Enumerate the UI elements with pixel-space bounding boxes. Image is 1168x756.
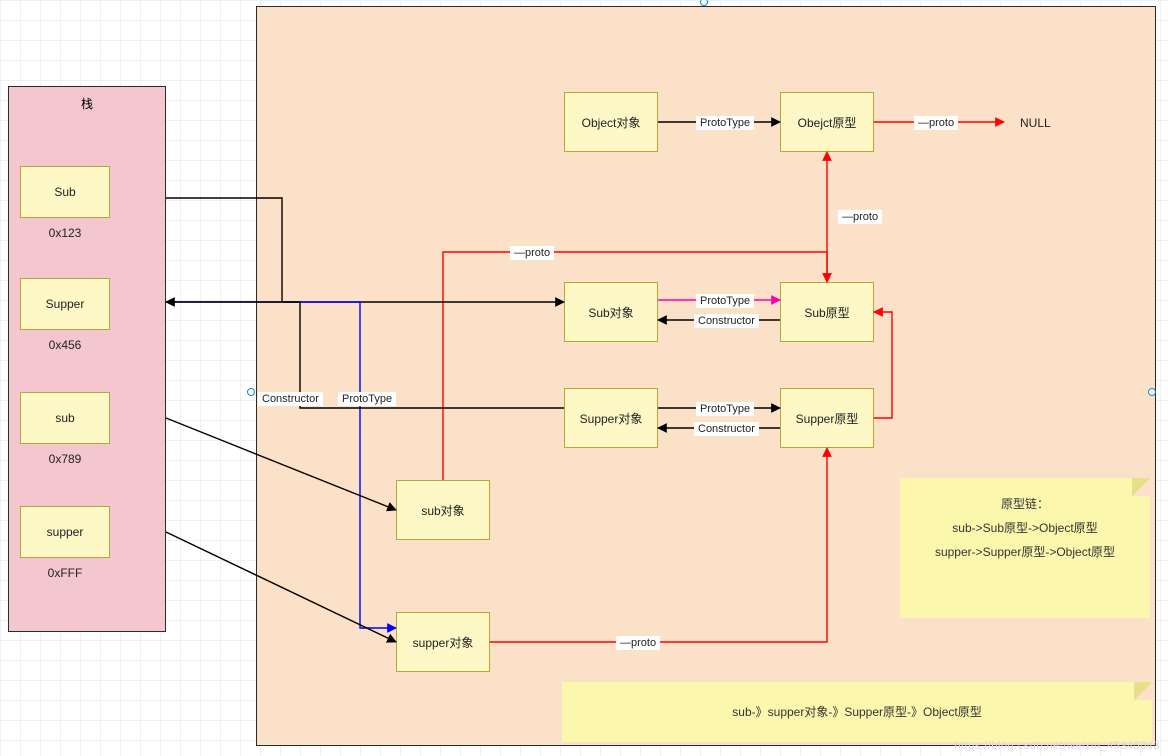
edge-label: ProtoType bbox=[696, 294, 754, 308]
note-prototype-chain[interactable]: 原型链： sub->Sub原型->Object原型 supper->Supper… bbox=[900, 478, 1150, 618]
note-line: sub-》supper对象-》Supper原型-》Object原型 bbox=[732, 700, 981, 724]
heap-node-object-obj[interactable]: Object对象 bbox=[564, 92, 658, 152]
node-label: Sub原型 bbox=[804, 304, 849, 321]
heap-node-sub-ctor[interactable]: Sub对象 bbox=[564, 282, 658, 342]
node-label: Supper对象 bbox=[580, 410, 643, 427]
diagram-canvas: 栈 Sub 0x123 Supper 0x456 sub 0x789 suppe… bbox=[0, 0, 1168, 756]
edge-label: —proto bbox=[510, 246, 554, 260]
stack-addr: 0x456 bbox=[20, 338, 110, 352]
node-label: Supper原型 bbox=[796, 410, 859, 427]
stack-node-supper-inst[interactable]: supper bbox=[20, 506, 110, 558]
node-label: sub对象 bbox=[421, 502, 464, 519]
edge-label: ProtoType bbox=[338, 392, 396, 406]
edge-label: —proto bbox=[616, 636, 660, 650]
heap-node-supper-proto[interactable]: Supper原型 bbox=[780, 388, 874, 448]
edge-label: Constructor bbox=[258, 392, 323, 406]
note-prototype-chain-2[interactable]: sub-》supper对象-》Supper原型-》Object原型 bbox=[562, 682, 1152, 742]
node-label: Obejct原型 bbox=[798, 114, 857, 131]
watermark: https://blog.csdn.net/weixin_45345043 bbox=[954, 740, 1160, 752]
note-line: supper->Supper原型->Object原型 bbox=[918, 540, 1132, 564]
heap-node-sub-proto[interactable]: Sub原型 bbox=[780, 282, 874, 342]
stack-node-sub-ctor[interactable]: Sub bbox=[20, 166, 110, 218]
stack-addr: 0x789 bbox=[20, 452, 110, 466]
null-text: NULL bbox=[1020, 116, 1051, 130]
edge-label: —proto bbox=[914, 116, 958, 130]
node-label: supper对象 bbox=[413, 634, 474, 651]
note-line: sub->Sub原型->Object原型 bbox=[918, 516, 1132, 540]
edge-label: —proto bbox=[838, 210, 882, 224]
node-label: supper bbox=[47, 525, 84, 539]
stack-node-sub-inst[interactable]: sub bbox=[20, 392, 110, 444]
heap-node-object-proto[interactable]: Obejct原型 bbox=[780, 92, 874, 152]
heap-node-supper-inst[interactable]: supper对象 bbox=[396, 612, 490, 672]
note-line: 原型链： bbox=[918, 492, 1132, 516]
heap-node-sub-inst[interactable]: sub对象 bbox=[396, 480, 490, 540]
heap-node-supper-ctor[interactable]: Supper对象 bbox=[564, 388, 658, 448]
edge-label: Constructor bbox=[694, 314, 759, 328]
node-label: Sub bbox=[54, 185, 75, 199]
edge-label: ProtoType bbox=[696, 402, 754, 416]
selection-handle[interactable] bbox=[247, 388, 255, 396]
node-label: Object对象 bbox=[582, 114, 641, 131]
edge-label: Constructor bbox=[694, 422, 759, 436]
node-label: Sub对象 bbox=[588, 304, 633, 321]
stack-addr: 0x123 bbox=[20, 226, 110, 240]
node-label: Supper bbox=[46, 297, 85, 311]
selection-handle[interactable] bbox=[1148, 388, 1156, 396]
edge-label: ProtoType bbox=[696, 116, 754, 130]
stack-addr: 0xFFF bbox=[20, 566, 110, 580]
stack-node-supper-ctor[interactable]: Supper bbox=[20, 278, 110, 330]
node-label: sub bbox=[55, 411, 74, 425]
stack-title: 栈 bbox=[9, 87, 165, 124]
